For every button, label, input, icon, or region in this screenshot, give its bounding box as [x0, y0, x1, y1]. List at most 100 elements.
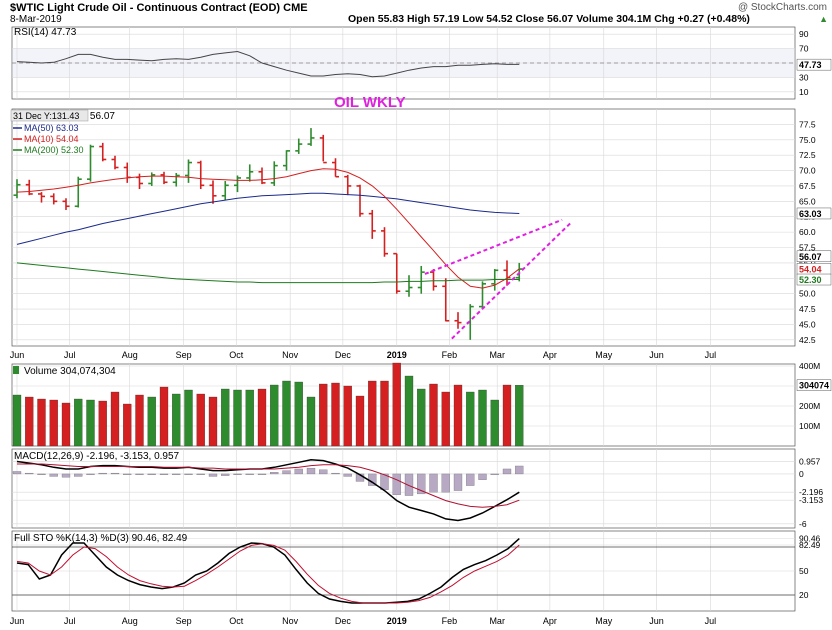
volume-bar	[306, 396, 316, 447]
macd-histogram-bar	[25, 472, 34, 475]
volume-bar	[478, 389, 487, 447]
volume-bar	[61, 402, 71, 447]
month-label: Feb	[442, 350, 458, 360]
volume-last-value-box	[796, 379, 832, 391]
chart-title: $WTIC Light Crude Oil - Continuous Contr…	[10, 2, 308, 14]
macd-axis-tick-label: -2.196	[799, 487, 823, 497]
macd-histogram-bar	[404, 473, 414, 496]
sto-k-line	[16, 538, 520, 604]
volume-bar	[490, 399, 499, 447]
volume-bar	[245, 389, 254, 447]
sto-axis-tick-label: 90.46	[799, 534, 821, 544]
macd-histogram-bar	[245, 473, 254, 475]
volume-bar	[37, 398, 46, 447]
price-axis-tick-label: 70.0	[799, 166, 816, 176]
volume-bar	[331, 382, 340, 447]
volume-bar	[515, 385, 524, 447]
volume-bar	[196, 393, 205, 447]
volume-bar	[294, 381, 303, 447]
macd-histogram-bar	[515, 465, 524, 475]
volume-bar	[380, 380, 389, 447]
volume-bar	[159, 386, 169, 447]
macd-axis-tick-label: -6	[799, 519, 807, 529]
ma-legend-2: MA(200) 52.30	[24, 145, 84, 155]
rsi-axis-tick-label: 30	[799, 72, 809, 82]
month-label: Nov	[282, 350, 299, 360]
month-label-bottom: Jul	[705, 616, 717, 626]
month-label: Jun	[10, 350, 25, 360]
volume-bar	[147, 396, 156, 447]
tooltip-box: 31 Dec Y:131.43	[10, 109, 89, 122]
macd-axis-tick-label: 0.957	[799, 456, 821, 466]
month-label: Aug	[122, 350, 138, 360]
volume-bar	[98, 400, 107, 447]
macd-histogram-bar	[306, 467, 316, 475]
price-axis-tick-label: 72.5	[799, 150, 816, 160]
month-label: Jul	[705, 350, 717, 360]
month-label-bottom: Dec	[335, 616, 352, 626]
month-label: Dec	[335, 350, 352, 360]
price-axis-tick-label: 75.0	[799, 135, 816, 145]
macd-axis-tick-label: -3.153	[799, 495, 823, 505]
macd-histogram-bar	[453, 473, 463, 491]
volume-bar	[502, 384, 512, 447]
oil-wkly-annotation: OIL WKLY	[334, 94, 406, 111]
rsi-line	[16, 50, 520, 78]
macd-histogram-bar	[98, 472, 107, 475]
month-label: Sep	[176, 350, 192, 360]
macd-histogram-bar	[135, 473, 144, 475]
macd-histogram-bar	[392, 473, 401, 495]
volume-bar	[25, 396, 34, 447]
ma50-last-value-box	[796, 207, 832, 220]
trendline-0	[424, 218, 563, 275]
ma-line-1	[16, 168, 520, 289]
volume-axis-tick-label: 100M	[799, 421, 820, 431]
macd-histogram-bar	[221, 473, 230, 476]
rsi-axis-tick-label: 90	[799, 29, 809, 39]
macd-line	[16, 459, 520, 522]
macd-histogram-bar	[294, 468, 303, 475]
macd-title: MACD(12,26,9) -2.196, -3.153, 0.957	[14, 451, 180, 462]
volume-bar	[257, 388, 267, 447]
volume-bar	[184, 389, 193, 447]
rsi-title: RSI(14) 47.73	[14, 27, 77, 38]
ma-legend-1: MA(10) 54.04	[24, 134, 79, 144]
month-label: Oct	[229, 350, 244, 360]
price-axis-tick-label: 47.5	[799, 304, 816, 314]
volume-bar	[441, 391, 450, 447]
volume-bar	[208, 396, 218, 447]
month-label-bottom: Sep	[176, 616, 192, 626]
price-axis-tick-label: 45.0	[799, 319, 816, 329]
volume-bar	[429, 383, 438, 447]
month-label-bottom: Aug	[122, 616, 138, 626]
macd-histogram-bar	[49, 473, 58, 477]
volume-bar	[282, 380, 291, 447]
macd-histogram-bar	[257, 473, 267, 475]
month-label: May	[595, 350, 613, 360]
volume-bar	[49, 399, 58, 447]
macd-histogram-bar	[502, 468, 512, 475]
volume-bar	[123, 403, 132, 447]
up-arrow-icon: ▲	[819, 14, 828, 24]
volume-bar	[135, 394, 144, 447]
sto-axis-tick-label: 20	[799, 590, 809, 600]
volume-bar	[233, 389, 242, 447]
macd-histogram-bar	[282, 470, 291, 475]
volume-bar	[417, 388, 426, 447]
macd-histogram-bar	[343, 473, 352, 477]
price-axis-tick-label: 65.0	[799, 196, 816, 206]
ma200-last-value: 52.30	[799, 275, 822, 285]
volume-bar	[86, 399, 95, 447]
price-last-value: 56.07	[799, 252, 822, 262]
rsi-last-value: 47.73	[799, 60, 822, 70]
sto-title: Full STO %K(14,3) %D(3) 90.46, 82.49	[14, 533, 188, 544]
volume-bar	[74, 398, 83, 447]
volume-bar	[110, 391, 120, 447]
ma50-last-value: 63.03	[799, 209, 822, 219]
macd-histogram-bar	[319, 469, 328, 475]
rsi-axis-tick-label: 70	[799, 44, 809, 54]
month-label-bottom: Feb	[442, 616, 458, 626]
price-axis-tick-label: 42.5	[799, 335, 816, 345]
macd-histogram-bar	[147, 473, 156, 475]
